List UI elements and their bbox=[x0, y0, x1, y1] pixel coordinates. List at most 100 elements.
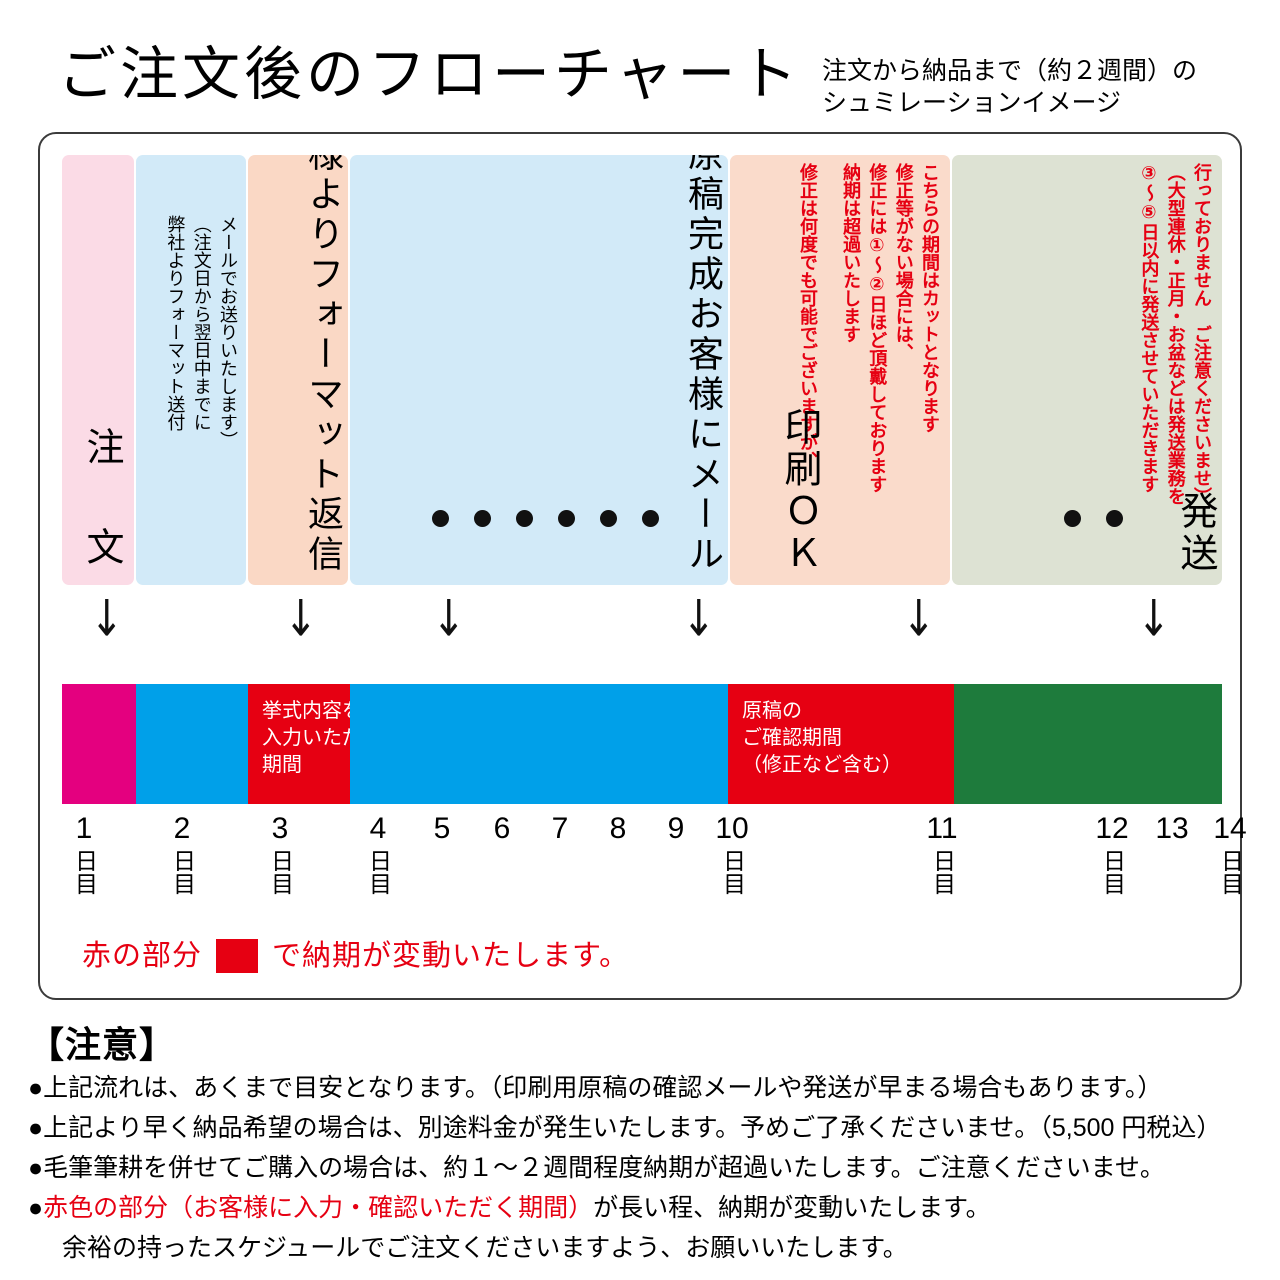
flow-arrow-4: ↓ bbox=[902, 590, 936, 648]
flow-arrow-2: ↓ bbox=[432, 590, 466, 648]
day-unit-label: 日目 bbox=[71, 849, 98, 895]
flow-panel-note-6: ③～⑤日以内に発送させていただきます （大型連休・正月・お盆などは発送業務を 行って… bbox=[1135, 163, 1214, 505]
progress-dot bbox=[600, 510, 617, 527]
flow-panel-label-line: 注 文 bbox=[80, 427, 122, 575]
flow-panel-note-line: こちらの期間はカットとなります bbox=[920, 163, 940, 433]
day-number: 11 bbox=[926, 812, 958, 845]
flow-panel-note-line: 行っておりません ご注意くださいませ） bbox=[1192, 163, 1212, 505]
day-unit-label: 日目 bbox=[169, 849, 196, 895]
timeline-segment-label-line: 原稿の bbox=[742, 700, 802, 722]
legend-color-swatch bbox=[216, 939, 259, 973]
subtitle-line-1: 注文から納品まで（約２週間）の bbox=[822, 57, 1198, 85]
flow-panel-note-5: 修正は何度でも可能でございますが、 bbox=[794, 163, 820, 469]
flow-panel-label-0: 注 文 bbox=[80, 427, 122, 575]
flow-panel-label-6: 発送 bbox=[1174, 491, 1216, 575]
flow-panel-note-line: ③～⑤日以内に発送させていただきます bbox=[1139, 163, 1160, 493]
flow-panel-note-line: （大型連休・正月・お盆などは発送業務を bbox=[1165, 163, 1186, 505]
day-number: 12 bbox=[1095, 812, 1129, 845]
notice-line-4: 余裕の持ったスケジュールでご注文くださいますよう、お願いいたします。 bbox=[62, 1234, 908, 1262]
timeline-segment-0 bbox=[62, 684, 136, 804]
notice-block: 【注意】 ●上記流れは、あくまで目安となります。（印刷用原稿の確認メールや発送が… bbox=[28, 1022, 1268, 1268]
flow-panel-label-2: お客様より フォーマット返信 bbox=[303, 155, 344, 575]
day-unit-label: 日目 bbox=[365, 849, 392, 895]
day-number: 9 bbox=[667, 812, 685, 845]
page-title: ご注文後のフローチャート bbox=[58, 42, 802, 107]
progress-dots-6 bbox=[1064, 510, 1123, 527]
flow-panel-1: 弊社よりフォーマット送付 （注文日から翌日中までに メールでお送りいたします） bbox=[136, 155, 246, 585]
flow-panel-2: お客様より フォーマット返信 bbox=[248, 155, 348, 585]
day-marker-13: 13 bbox=[1150, 812, 1194, 846]
day-unit-label: 日目 bbox=[1099, 849, 1126, 895]
flow-panel-note-line: 弊社よりフォーマット送付 bbox=[165, 215, 186, 431]
day-marker-7: 7 bbox=[538, 812, 582, 846]
flow-arrow-5: ↓ bbox=[1137, 590, 1171, 648]
progress-dot bbox=[432, 510, 449, 527]
flow-panel-note-line: 納期は超過いたします bbox=[841, 163, 862, 343]
day-marker-8: 8 bbox=[596, 812, 640, 846]
flow-arrow-0: ↓ bbox=[90, 590, 124, 648]
progress-dot bbox=[558, 510, 575, 527]
flow-panel-note-line: （注文日から翌日中までに bbox=[191, 215, 212, 431]
legend-text-after: で納期が変動いたします。 bbox=[272, 940, 630, 972]
flow-panel-label-line: お客様にメール bbox=[683, 295, 724, 575]
day-number: 6 bbox=[493, 812, 511, 845]
day-unit-label: 日目 bbox=[929, 849, 956, 895]
day-marker-2: 2 日目 bbox=[160, 812, 204, 900]
timeline-segment-label-line: 期間 bbox=[262, 754, 302, 776]
day-number: 3 bbox=[271, 812, 289, 845]
timeline-bar: 挙式内容を 入力いただく 期間 原稿の ご確認期間 （修正など含む） bbox=[62, 684, 1222, 804]
notice-title: 【注意】 bbox=[28, 1024, 177, 1065]
flow-arrow-1: ↓ bbox=[284, 590, 318, 648]
notice-line-2: ●毛筆筆耕を併せてご購入の場合は、約１～２週間程度納期が超過いたします。ご注意く… bbox=[28, 1154, 1165, 1182]
flow-panel-label-line: 印刷用原稿完成 bbox=[683, 155, 724, 295]
notice-line-1: ●上記より早く納品希望の場合は、別途料金が発生いたします。予めご了承くださいませ… bbox=[28, 1114, 1222, 1142]
flow-panel-4: 納期は超過いたします 修正には①～②日ほど頂戴しております 修正等がない場合には、こ… bbox=[730, 155, 950, 585]
notice-line-0: ●上記流れは、あくまで目安となります。（印刷用原稿の確認メールや発送が早まる場合… bbox=[28, 1074, 1163, 1102]
flow-panel-row: 注 文弊社よりフォーマット送付 （注文日から翌日中までに メールでお送りいたします）… bbox=[62, 155, 1222, 585]
flow-panel-label-line: 発送 bbox=[1174, 491, 1216, 575]
day-marker-4: 4 日目 bbox=[356, 812, 400, 900]
flow-panel-0: 注 文 bbox=[62, 155, 134, 585]
flow-panel-note-line: 修正には①～②日ほど頂戴しております bbox=[867, 163, 888, 493]
subtitle-line-2: シュミレーションイメージ bbox=[822, 89, 1122, 117]
day-marker-10: 10 日目 bbox=[710, 812, 754, 900]
arrow-row: ↓ ↓ ↓ ↓ ↓ ↓ bbox=[62, 590, 1222, 654]
progress-dot bbox=[1064, 510, 1081, 527]
flow-panel-6: ③～⑤日以内に発送させていただきます （大型連休・正月・お盆などは発送業務を 行って… bbox=[952, 155, 1222, 585]
timeline-segment-label-line: ご確認期間 bbox=[742, 727, 842, 749]
flow-panel-note-line: メールでお送りいたします） bbox=[218, 215, 238, 449]
flow-panel-label-line: 印刷ＯＫ bbox=[778, 407, 820, 575]
flow-panel-note-1: 弊社よりフォーマット送付 （注文日から翌日中までに メールでお送りいたします） bbox=[161, 215, 240, 449]
day-number: 8 bbox=[609, 812, 627, 845]
timeline-segment-label-line: 挙式内容を bbox=[262, 700, 362, 722]
timeline-segment-5 bbox=[954, 684, 1222, 804]
day-number: 1 bbox=[75, 812, 93, 845]
page-header: ご注文後のフローチャート 注文から納品まで（約２週間）の シュミレーションイメー… bbox=[0, 0, 1280, 130]
day-unit-label: 日目 bbox=[719, 849, 746, 895]
flow-panel-label-line: フォーマット返信 bbox=[303, 255, 344, 575]
progress-dot bbox=[516, 510, 533, 527]
day-scale: 1 日目 2 日目 3 日目 4 日目 5 6 7 8 9 10 日目 11 日目 12 日目 13 14 日目 bbox=[62, 812, 1247, 922]
day-marker-9: 9 bbox=[654, 812, 698, 846]
page-subtitle: 注文から納品まで（約２週間）の シュミレーションイメージ bbox=[822, 55, 1197, 119]
progress-dot bbox=[1106, 510, 1123, 527]
day-number: 5 bbox=[433, 812, 451, 845]
flow-panel-note-4: 納期は超過いたします 修正には①～②日ほど頂戴しております 修正等がない場合には、こ… bbox=[837, 163, 942, 493]
day-unit-label: 日目 bbox=[1217, 849, 1244, 895]
day-marker-12: 12 日目 bbox=[1090, 812, 1134, 900]
notice-bullet: ● bbox=[28, 1194, 44, 1222]
timeline-segment-2: 挙式内容を 入力いただく 期間 bbox=[248, 684, 382, 804]
notice-red-text: 赤色の部分（お客様に入力・確認いただく期間） bbox=[43, 1194, 594, 1222]
notice-line-3: ●赤色の部分（お客様に入力・確認いただく期間）が長い程、納期が変動いたします。 bbox=[28, 1188, 1268, 1228]
legend-text-before: 赤の部分 bbox=[82, 940, 203, 972]
flow-panel-label-line: お客様より bbox=[303, 155, 344, 255]
flow-arrow-3: ↓ bbox=[682, 590, 716, 648]
day-marker-5: 5 bbox=[420, 812, 464, 846]
day-marker-14: 14 日目 bbox=[1208, 812, 1252, 900]
timeline-segment-1 bbox=[136, 684, 248, 804]
timeline-segment-label-4: 原稿の ご確認期間 （修正など含む） bbox=[742, 698, 902, 779]
progress-dot bbox=[474, 510, 491, 527]
timeline-segment-3 bbox=[350, 684, 728, 804]
flow-panel-label-5: 印刷ＯＫ bbox=[778, 407, 820, 575]
red-legend: 赤の部分 で納期が変動いたします。 bbox=[82, 938, 629, 974]
